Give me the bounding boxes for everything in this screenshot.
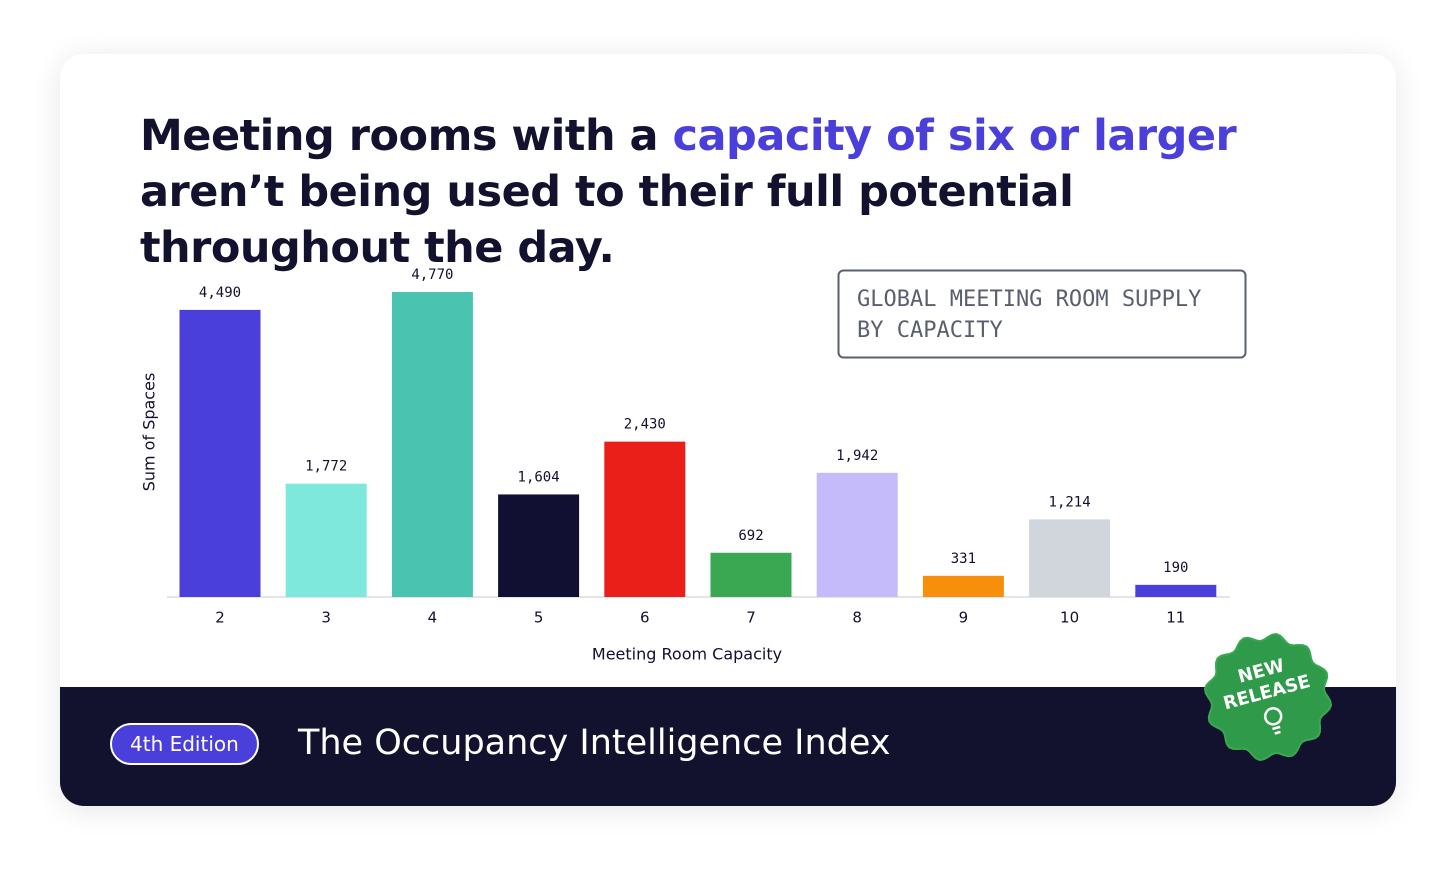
x-axis-title: Meeting Room Capacity xyxy=(592,645,782,664)
card: Meeting rooms with a capacity of six or … xyxy=(60,54,1396,806)
bar xyxy=(710,552,792,597)
value-label: 4,770 xyxy=(411,267,453,283)
bulb-icon xyxy=(1263,707,1283,735)
value-label: 692 xyxy=(738,528,763,544)
footer-title: The Occupancy Intelligence Index xyxy=(298,723,891,763)
bar xyxy=(816,472,898,597)
headline-text: Meeting rooms with a xyxy=(140,111,659,161)
bar xyxy=(604,441,686,597)
value-label: 331 xyxy=(951,551,976,567)
edition-badge: 4th Edition xyxy=(110,723,259,765)
x-tick-label: 5 xyxy=(534,609,544,627)
bar xyxy=(922,575,1004,597)
x-tick-label: 6 xyxy=(640,609,650,627)
chart: GLOBAL MEETING ROOM SUPPLY BY CAPACITY M… xyxy=(140,267,1247,664)
bar xyxy=(498,494,580,597)
chart-subtitle: GLOBAL MEETING ROOM SUPPLY xyxy=(857,287,1201,312)
value-label: 4,490 xyxy=(199,285,241,301)
x-tick-label: 10 xyxy=(1060,609,1079,627)
value-label: 1,604 xyxy=(518,469,560,485)
value-label: 1,772 xyxy=(305,459,347,475)
y-axis-title: Sum of Spaces xyxy=(140,373,159,492)
headline: Meeting rooms with a capacity of six or … xyxy=(140,108,1320,276)
x-tick-label: 7 xyxy=(746,609,756,627)
chart-subtitle: BY CAPACITY xyxy=(857,318,1003,343)
bar xyxy=(285,483,367,597)
x-tick-label: 4 xyxy=(428,609,438,627)
x-tick-label: 11 xyxy=(1166,609,1185,627)
value-label: 1,214 xyxy=(1049,494,1091,510)
bar xyxy=(1135,584,1217,597)
x-tick-label: 3 xyxy=(321,609,331,627)
seal-shape xyxy=(1203,632,1333,762)
subtitle-box xyxy=(837,269,1247,359)
footer: 4th Edition The Occupancy Intelligence I… xyxy=(60,687,1396,806)
headline-text: aren’t being used to their full potentia… xyxy=(140,167,1074,273)
x-tick-label: 8 xyxy=(852,609,862,627)
value-label: 1,942 xyxy=(836,448,878,464)
x-tick-label: 2 xyxy=(215,609,225,627)
x-tick-label: 9 xyxy=(959,609,969,627)
value-label: 2,430 xyxy=(624,417,666,433)
bar xyxy=(1029,519,1111,597)
new-release-seal: NEW RELEASE xyxy=(1203,632,1333,762)
bar xyxy=(179,309,261,597)
value-label: 190 xyxy=(1163,560,1188,576)
headline-highlight: capacity of six or larger xyxy=(672,111,1237,161)
bar xyxy=(391,292,473,597)
